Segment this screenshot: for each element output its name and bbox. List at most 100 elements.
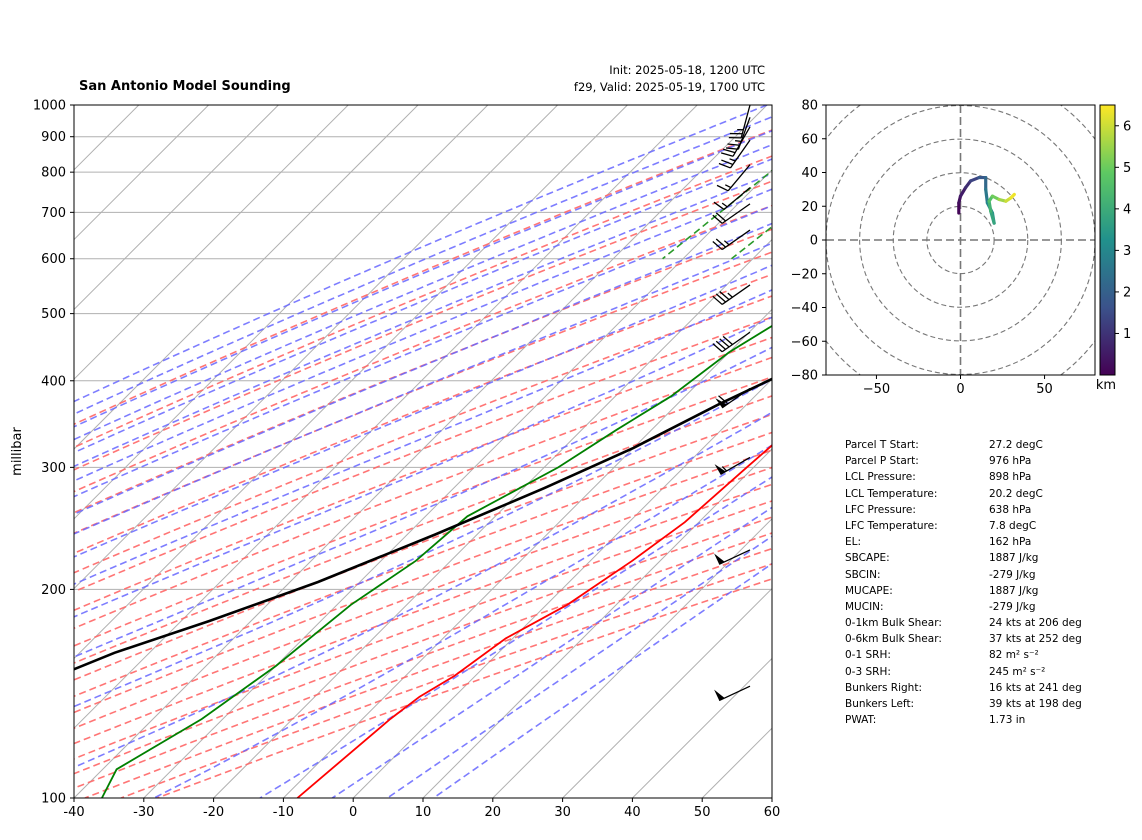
temperature-profile (296, 444, 772, 798)
hodograph-segment (1009, 192, 1016, 200)
param-label: SBCIN: (845, 568, 881, 581)
valid-time: f29, Valid: 2025-05-19, 1700 UTC (573, 80, 765, 94)
isotherm-line (283, 308, 772, 798)
isotherm-line (632, 657, 772, 798)
isotherm-line (74, 105, 209, 241)
y-tick-label: 400 (41, 374, 66, 389)
hodograph-segment (958, 186, 968, 198)
isotherm-line (352, 378, 772, 798)
param-label: MUCIN: (845, 600, 884, 613)
moist-adiabat (74, 188, 772, 482)
moist-adiabat (74, 316, 772, 618)
wind-barb (726, 117, 751, 150)
param-value: 245 m² s⁻² (989, 665, 1046, 678)
dry-adiabat (74, 228, 772, 514)
hodo-y-tick-label: −40 (791, 301, 818, 316)
param-value: 27.2 degC (989, 439, 1043, 451)
y-tick-label: 700 (41, 206, 66, 221)
param-label: Parcel T Start: (845, 439, 919, 451)
dry-adiabat (74, 500, 772, 760)
isotherm-line (143, 169, 772, 798)
hodograph-grid (826, 105, 1095, 375)
y-tick-label: 500 (41, 307, 66, 322)
isotherm-line (74, 105, 419, 450)
moist-adiabat (74, 289, 772, 586)
param-value: 1.73 in (989, 714, 1026, 727)
colorbar-label: km (1096, 378, 1116, 393)
param-value: 20.2 degC (989, 487, 1043, 500)
y-tick-label: 100 (41, 792, 66, 807)
moist-adiabat (74, 264, 772, 558)
y-tick-label: 600 (41, 252, 66, 267)
mixing-ratio-line (914, 105, 1120, 259)
wind-barb (714, 456, 751, 476)
dry-adiabat (74, 129, 772, 426)
moist-adiabat (74, 172, 772, 468)
dry-adiabat (74, 413, 772, 681)
hodo-y-tick-label: 40 (801, 166, 818, 181)
dry-adiabat (74, 376, 772, 647)
x-tick-label: 40 (624, 805, 641, 820)
dry-adiabat (74, 466, 772, 730)
param-label: Bunkers Left: (845, 698, 915, 710)
dry-adiabat (74, 204, 772, 493)
chart-title: San Antonio Model Sounding (79, 79, 291, 94)
hodo-x-tick-label: −50 (863, 382, 890, 397)
dry-adiabat (74, 395, 772, 664)
mixing-ratio-line (823, 105, 1023, 259)
hodo-y-tick-label: 80 (801, 99, 818, 114)
hodo-x-tick-label: 0 (956, 382, 964, 397)
x-tick-label: -30 (133, 805, 154, 820)
isotherm-line (74, 105, 698, 729)
moist-adiabat (153, 444, 772, 798)
param-value: 1887 J/kg (989, 584, 1039, 597)
y-tick-label: 900 (41, 130, 66, 145)
param-label: Bunkers Right: (845, 681, 922, 694)
param-label: LFC Temperature: (845, 519, 938, 532)
hodograph-axes: −50 0 50 −80 −60 −40 −20 0 20 40 60 80 (791, 99, 1053, 398)
isotherm-line (74, 105, 349, 380)
wind-barb (716, 164, 751, 192)
dry-adiabat (74, 532, 772, 790)
colorbar-tick-label: 5 (1123, 161, 1131, 176)
wind-barb (714, 685, 751, 702)
hodograph-segment (984, 187, 990, 205)
wind-barb (728, 104, 751, 139)
param-label: LFC Pressure: (845, 503, 916, 516)
moist-adiabat (74, 143, 772, 441)
param-value: 638 hPa (989, 503, 1032, 516)
hodo-x-tick-label: 50 (1036, 382, 1053, 397)
wind-barb (712, 203, 751, 224)
dry-adiabat (74, 516, 772, 775)
x-tick-label: -10 (273, 805, 294, 820)
wind-barb (712, 229, 751, 251)
x-tick-label: 60 (764, 805, 781, 820)
dry-adiabat (74, 295, 772, 574)
moist-adiabat (74, 411, 772, 769)
dry-adiabat (74, 356, 772, 630)
param-label: MUCAPE: (845, 584, 893, 597)
y-tick-label: 200 (41, 583, 66, 598)
param-label: EL: (845, 536, 862, 549)
skewt-axes: -40 -30 -20 -10 0 10 20 30 40 50 60 100 200 300 400 500… (10, 99, 780, 821)
param-value: 7.8 degC (989, 519, 1037, 532)
param-label: 0-1 SRH: (845, 649, 891, 662)
param-label: 0-6km Bulk Shear: (845, 633, 942, 646)
moist-adiabat (74, 378, 772, 708)
colorbar-tick-label: 4 (1123, 202, 1131, 217)
init-time: Init: 2025-05-18, 1200 UTC (609, 63, 765, 77)
isotherm-line (492, 518, 772, 798)
hodo-y-tick-label: 20 (801, 200, 818, 215)
param-value: -279 J/kg (989, 600, 1036, 613)
y-tick-label: 1000 (33, 99, 66, 114)
param-value: -279 J/kg (989, 568, 1036, 581)
param-label: 0-1km Bulk Shear: (845, 617, 942, 630)
wind-barb (712, 284, 751, 305)
param-value: 16 kts at 241 deg (989, 681, 1082, 694)
x-tick-label: 10 (415, 805, 432, 820)
isotherm-line (74, 105, 558, 590)
param-value: 82 m² s⁻² (989, 649, 1039, 662)
isotherm-line (771, 797, 772, 798)
